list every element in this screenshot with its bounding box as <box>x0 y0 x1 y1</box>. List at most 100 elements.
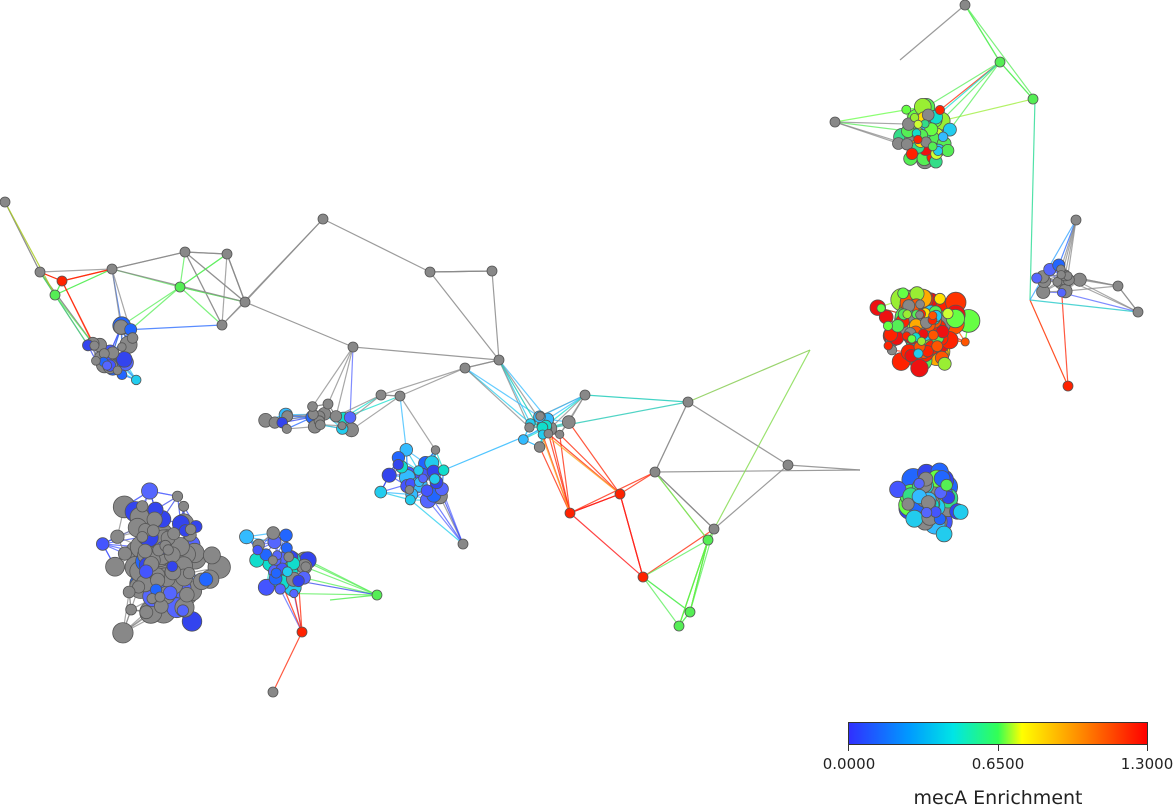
graph-node <box>935 105 944 114</box>
graph-node <box>674 621 684 631</box>
graph-edge <box>1030 99 1035 300</box>
graph-edge <box>273 632 302 692</box>
graph-node <box>922 109 934 121</box>
graph-node <box>494 355 504 365</box>
graph-node <box>1057 288 1066 297</box>
graph-node <box>315 420 325 430</box>
graph-node <box>928 142 937 151</box>
graph-node <box>103 361 112 370</box>
graph-node <box>914 349 923 358</box>
graph-node <box>938 357 951 370</box>
graph-node <box>168 528 180 540</box>
graph-edge <box>620 472 655 494</box>
graph-edge <box>131 287 180 330</box>
graph-node <box>267 527 280 540</box>
graph-node <box>405 495 415 505</box>
graph-node <box>280 529 293 542</box>
node-layer <box>0 0 1143 697</box>
graph-node <box>138 544 152 558</box>
graph-edge <box>1062 293 1138 312</box>
graph-node <box>92 356 101 365</box>
graph-node <box>167 561 178 572</box>
graph-edge <box>222 219 323 325</box>
graph-node <box>275 584 285 594</box>
graph-node <box>177 605 188 616</box>
graph-edge <box>328 347 353 404</box>
graph-edge <box>381 368 465 395</box>
graph-edge <box>222 254 227 325</box>
graph-node <box>180 247 190 257</box>
graph-node <box>830 117 840 127</box>
graph-node <box>283 567 293 577</box>
graph-node <box>783 460 793 470</box>
graph-node <box>268 687 278 697</box>
graph-edge <box>1062 293 1068 386</box>
graph-edge <box>492 271 499 360</box>
graph-node <box>293 575 305 587</box>
graph-node <box>1073 273 1086 286</box>
graph-node <box>308 402 318 412</box>
graph-edge <box>714 350 810 529</box>
graph-node <box>131 375 141 385</box>
graph-edge <box>185 252 227 254</box>
colorbar-gradient <box>849 723 1147 744</box>
graph-edge <box>690 540 708 612</box>
graph-node <box>580 390 590 400</box>
graph-edge <box>1000 62 1033 99</box>
graph-node <box>393 459 403 469</box>
graph-edge <box>655 472 708 540</box>
graph-edge <box>643 577 679 626</box>
colorbar-tick-label-mid: 0.6500 <box>972 755 1025 773</box>
graph-edge <box>499 360 548 419</box>
graph-edge <box>643 540 708 577</box>
graph-edge <box>353 347 499 360</box>
graph-node <box>57 276 67 286</box>
graph-node <box>536 412 545 421</box>
graph-node <box>906 510 923 527</box>
graph-node <box>914 478 924 488</box>
graph-node <box>35 267 45 277</box>
graph-node <box>376 390 386 400</box>
graph-edge <box>1030 300 1068 386</box>
graph-edge <box>330 595 377 600</box>
graph-edge <box>323 219 430 272</box>
graph-edge <box>400 368 465 396</box>
graph-node <box>284 552 294 562</box>
graph-edge <box>585 395 688 402</box>
graph-node <box>932 341 943 352</box>
graph-node <box>1057 271 1065 279</box>
graph-node <box>961 338 969 346</box>
graph-node <box>914 135 922 143</box>
graph-node <box>183 567 194 578</box>
graph-node <box>419 474 428 483</box>
graph-node <box>556 430 564 438</box>
graph-edge <box>688 350 810 402</box>
graph-node <box>323 399 333 409</box>
graph-edge <box>55 295 88 345</box>
graph-node <box>96 538 109 551</box>
graph-node <box>534 442 545 453</box>
graph-edge <box>131 325 222 330</box>
graph-node <box>431 446 440 455</box>
graph-node <box>147 525 159 537</box>
graph-node <box>185 524 196 535</box>
graph-node <box>179 501 189 511</box>
graph-node <box>106 557 125 576</box>
graph-node <box>395 391 405 401</box>
graph-node <box>50 290 60 300</box>
graph-node <box>916 311 924 319</box>
graph-node <box>290 589 298 597</box>
graph-node <box>902 105 911 114</box>
graph-node <box>126 604 137 615</box>
graph-node <box>268 556 277 565</box>
graph-node <box>142 483 158 499</box>
graph-edge <box>122 287 180 326</box>
graph-edge <box>304 561 377 595</box>
graph-node <box>172 491 182 501</box>
graph-edge <box>655 472 714 529</box>
graph-edge <box>835 110 906 122</box>
graph-node <box>650 467 660 477</box>
graph-node <box>137 501 148 512</box>
graph-edge <box>548 395 585 419</box>
graph-edge <box>926 62 1000 107</box>
